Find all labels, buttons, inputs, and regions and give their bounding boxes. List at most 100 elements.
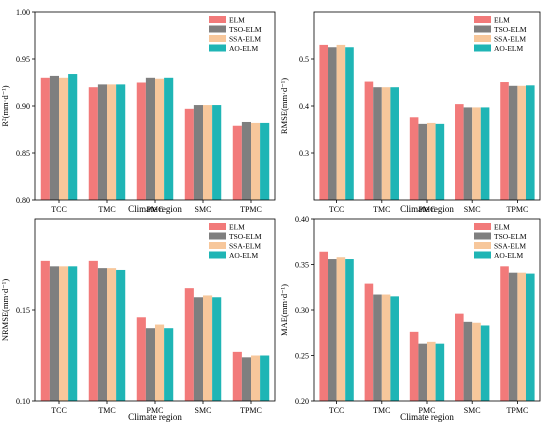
y-axis-label: MAE(mm·d⁻¹)	[279, 284, 289, 336]
x-tick-label: PMC	[147, 406, 164, 415]
bar-tpmc-ssa-elm	[251, 122, 261, 200]
x-tick-label: TPMC	[240, 205, 262, 214]
bar-tcc-ao-elm	[345, 47, 354, 200]
plot-frame	[313, 218, 541, 402]
legend-swatch-elm	[209, 223, 226, 230]
legend-label-ssa-elm: SSA-ELM	[229, 35, 261, 44]
x-tick-label: PMC	[419, 205, 436, 214]
bar-pmc-elm	[409, 117, 419, 200]
bar-pmc-ao-elm	[435, 123, 445, 200]
y-tick-label: 0.15	[16, 306, 30, 315]
bar-tpmc-ao-elm	[525, 273, 535, 401]
legend-label-ao-elm: AO-ELM	[494, 44, 523, 53]
bar-smc-ssa-elm	[203, 105, 213, 200]
bar-tmc-tso-elm	[97, 84, 107, 200]
legend-swatch-elm	[474, 223, 491, 230]
bar-tpmc-tso-elm	[508, 272, 518, 401]
y-axis-label: NRMSE(mm·d⁻¹)	[0, 279, 10, 341]
x-tick-label: TCC	[51, 406, 67, 415]
bar-pmc-ao-elm	[435, 343, 445, 401]
bar-tpmc-ao-elm	[525, 85, 535, 200]
legend-label-elm: ELM	[494, 223, 510, 232]
bar-tpmc-elm	[500, 266, 509, 401]
plot-frame	[34, 218, 276, 402]
x-tick-label: SMC	[464, 205, 481, 214]
bar-tcc-tso-elm	[328, 47, 337, 200]
y-tick-label: 1.00	[16, 8, 30, 17]
legend-swatch-elm	[474, 16, 491, 23]
chart-panel-top-left: TCC TMC PMC SMC TPMC 0.80 0.85 0.90 0.95 1.00 R²(m…	[0, 8, 276, 214]
x-tick-label: PMC	[147, 205, 164, 214]
x-tick-label: TMC	[98, 205, 115, 214]
legend-label-elm: ELM	[229, 223, 245, 232]
y-axis-label: RMSE(mm·d⁻¹)	[279, 78, 289, 134]
bar-tpmc-ao-elm	[260, 122, 270, 200]
legend-swatch-tso-elm	[209, 25, 226, 33]
x-tick-label: TMC	[373, 205, 390, 214]
chart-panel-bottom-right: TCC TMC PMC SMC TPMC 0.20 0.25 0.30 0.35 0.40 MAE(…	[279, 215, 541, 422]
bar-tcc-ssa-elm	[336, 44, 346, 201]
bar-tmc-elm	[364, 81, 374, 200]
x-tick-label: TPMC	[507, 406, 529, 415]
bar-smc-ao-elm	[212, 105, 222, 200]
bar-pmc-elm	[136, 317, 146, 401]
bar-tmc-ssa-elm	[381, 87, 391, 200]
x-tick-label: TCC	[329, 205, 345, 214]
bar-tpmc-elm	[232, 351, 242, 401]
bar-pmc-elm	[136, 82, 146, 200]
x-axis-label: Climate region	[128, 204, 182, 214]
y-tick-label: 0.3	[299, 149, 309, 158]
bar-tmc-elm	[364, 283, 374, 401]
bar-tmc-elm	[88, 87, 98, 200]
bar-tmc-tso-elm	[373, 87, 382, 200]
bar-pmc-ao-elm	[164, 77, 174, 200]
bar-tmc-ao-elm	[390, 296, 399, 401]
x-tick-label: SMC	[464, 406, 481, 415]
bar-tpmc-tso-elm	[508, 85, 518, 200]
bar-smc-elm	[184, 288, 194, 401]
legend-swatch-ssa-elm	[209, 35, 226, 42]
bar-tcc-tso-elm	[328, 259, 337, 401]
bar-pmc-elm	[409, 331, 419, 401]
bar-pmc-tso-elm	[418, 123, 427, 200]
bar-smc-ao-elm	[480, 325, 490, 401]
bar-tcc-ssa-elm	[336, 257, 346, 401]
x-tick-label: TCC	[51, 205, 67, 214]
legend-swatch-ao-elm	[474, 44, 491, 52]
y-axis-label: R²(mm·d⁻¹)	[0, 85, 10, 126]
bar-pmc-ssa-elm	[155, 78, 165, 200]
bar-smc-tso-elm	[463, 321, 473, 401]
legend-swatch-tso-elm	[474, 25, 491, 33]
y-tick-label: 0.4	[299, 102, 309, 111]
bar-smc-ssa-elm	[472, 322, 481, 401]
x-axis-label: Climate region	[128, 412, 182, 422]
bar-pmc-ssa-elm	[427, 122, 436, 200]
bar-tmc-tso-elm	[97, 268, 107, 401]
y-tick-label: 0.20	[295, 397, 309, 406]
bar-smc-ssa-elm	[203, 295, 213, 401]
y-tick-label: 0.35	[295, 261, 309, 270]
bar-smc-ao-elm	[212, 297, 222, 401]
bar-tpmc-ao-elm	[260, 355, 270, 401]
bar-tcc-elm	[40, 77, 50, 200]
bar-tmc-ssa-elm	[107, 84, 117, 200]
legend-swatch-ssa-elm	[474, 35, 491, 42]
y-tick-label: 0.80	[16, 196, 30, 205]
legend-label-ao-elm: AO-ELM	[229, 251, 258, 260]
bar-tmc-ao-elm	[390, 87, 399, 200]
legend-swatch-tso-elm	[474, 232, 491, 240]
legend-label-elm: ELM	[494, 16, 510, 25]
legend-swatch-ao-elm	[209, 251, 226, 259]
chart-panel-top-right: TCC TMC PMC SMC TPMC 0.3 0.4 0.5 RMSE(mm·d⁻¹) Cli…	[279, 11, 541, 214]
bar-tcc-tso-elm	[49, 75, 59, 200]
x-tick-label: TPMC	[240, 406, 262, 415]
legend-label-ssa-elm: SSA-ELM	[494, 35, 526, 44]
bar-smc-elm	[455, 313, 464, 401]
bar-smc-ao-elm	[480, 107, 490, 200]
bar-tcc-ssa-elm	[59, 266, 69, 401]
plot-frame	[34, 11, 276, 201]
bar-tcc-ao-elm	[68, 74, 78, 200]
bar-tcc-ssa-elm	[59, 77, 69, 200]
y-tick-label: 0.5	[299, 55, 309, 64]
